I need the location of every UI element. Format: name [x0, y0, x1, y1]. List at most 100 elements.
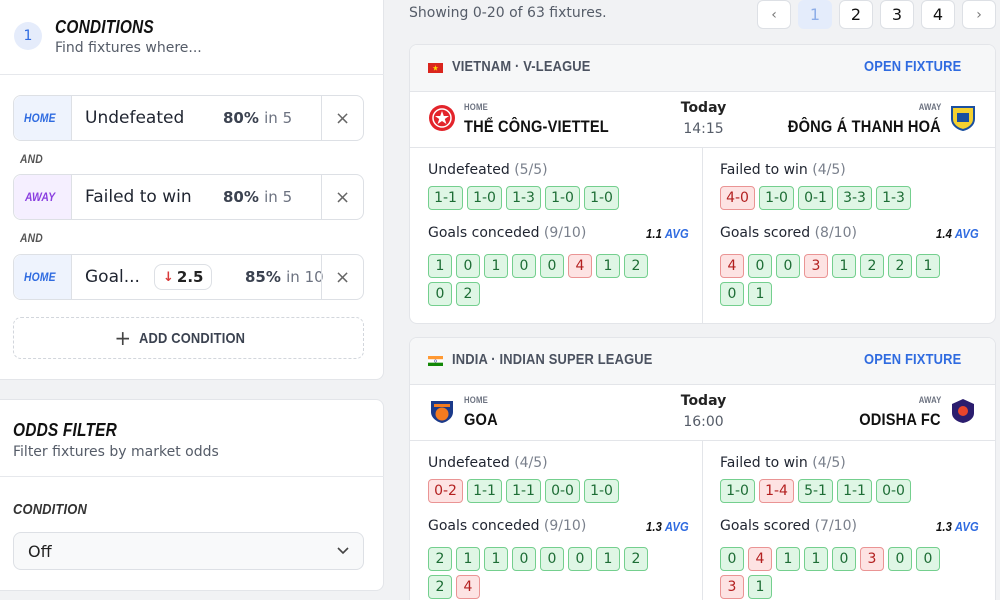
hit-chip: 2 — [624, 254, 648, 278]
fixture-stats: Undefeated (5/5) 1-1 1-0 1-3 1-0 1-0 Goals c… — [410, 148, 995, 323]
match-time: 14:15 — [683, 121, 724, 137]
condition-label: CONDITION — [13, 501, 87, 518]
away-team-name: ODISHA FC — [859, 410, 941, 429]
hit-chip: 1-1 — [467, 479, 502, 503]
odds-title: ODDS FILTER — [13, 420, 117, 440]
away-team-name: ĐÔNG Á THANH HOÁ — [787, 117, 941, 136]
open-fixture-link[interactable]: OPEN FIXTURE — [863, 351, 962, 368]
open-fixture-link[interactable]: OPEN FIXTURE — [863, 58, 962, 75]
hit-chip: 1-0 — [467, 186, 502, 210]
match-time: 16:00 — [683, 414, 724, 430]
hit-chip: 2 — [888, 254, 912, 278]
stat-label: Goals conceded (9/10) — [428, 225, 587, 241]
hit-chip: 1 — [832, 254, 856, 278]
condition-percent: 85% in 10 — [245, 268, 324, 286]
hit-chip: 0-0 — [545, 479, 580, 503]
home-team-name: GOA — [464, 410, 498, 429]
hit-chip: 1-1 — [428, 186, 463, 210]
hit-chip: 1 — [456, 547, 480, 571]
add-condition-button[interactable]: + ADD CONDITION — [13, 317, 364, 359]
result-chips: 4-0 1-0 0-1 3-3 1-3 — [720, 186, 911, 210]
match-day: Today — [680, 100, 727, 116]
league-name: VIETNAM · V-LEAGUE — [452, 58, 591, 75]
league-name: INDIA · INDIAN SUPER LEAGUE — [452, 351, 653, 368]
result-chips: 1-1 1-0 1-3 1-0 1-0 — [428, 186, 619, 210]
hit-chip: 0 — [776, 254, 800, 278]
hit-chip: 1 — [748, 575, 772, 599]
hit-chip: 1 — [916, 254, 940, 278]
step-badge: 1 — [14, 22, 42, 50]
vietnam-flag-icon — [428, 63, 443, 73]
home-label: HOME — [464, 102, 488, 112]
miss-chip: 3 — [804, 254, 828, 278]
average-value: 1.3 AVG — [646, 519, 689, 534]
match-row[interactable]: HOME GOA Today 16:00 AWAY ODISHA FC — [410, 385, 995, 441]
hit-chip: 1-1 — [506, 479, 541, 503]
hit-chip: 1 — [428, 254, 452, 278]
hit-chip: 1 — [484, 547, 508, 571]
odds-filter-panel: ODDS FILTER Filter fixtures by market od… — [0, 399, 384, 591]
divider — [0, 476, 384, 477]
hit-chip: 0 — [720, 282, 744, 306]
condition-row[interactable]: HOME Undefeated 80% in 5 × — [13, 95, 364, 141]
conditions-subtitle: Find fixtures where... — [55, 40, 202, 56]
close-icon: × — [334, 186, 351, 208]
miss-chip: 0-2 — [428, 479, 463, 503]
hit-chip: 1 — [596, 547, 620, 571]
result-chips: 1-0 1-4 5-1 1-1 0-0 — [720, 479, 911, 503]
hit-chip: 0 — [428, 282, 452, 306]
page-button-4[interactable]: 4 — [921, 0, 955, 29]
remove-condition-button[interactable]: × — [321, 175, 363, 219]
plus-icon: + — [114, 326, 132, 350]
fixture-card: INDIA · INDIAN SUPER LEAGUE OPEN FIXTURE… — [409, 337, 996, 600]
divider — [0, 74, 384, 75]
prev-page-button[interactable]: ‹ — [757, 0, 791, 29]
hit-chip: 0-1 — [798, 186, 833, 210]
hit-chip: 1 — [776, 547, 800, 571]
hit-chip: 1-3 — [506, 186, 541, 210]
page-button-2[interactable]: 2 — [839, 0, 873, 29]
odds-subtitle: Filter fixtures by market odds — [13, 444, 219, 460]
hit-chip: 0 — [888, 547, 912, 571]
hit-chip: 1 — [804, 547, 828, 571]
hit-chip: 1-3 — [876, 186, 911, 210]
condition-percent: 80% in 5 — [223, 188, 293, 206]
stat-label: Undefeated (4/5) — [428, 455, 548, 471]
next-page-button[interactable]: › — [962, 0, 996, 29]
hit-chip: 0 — [456, 254, 480, 278]
stat-label: Goals scored (8/10) — [720, 225, 857, 241]
hit-chip: 1 — [484, 254, 508, 278]
side-tag: AWAY — [14, 175, 72, 219]
home-team-name: THỂ CÔNG-VIETTEL — [464, 117, 609, 136]
side-tag: HOME — [14, 255, 72, 299]
fixture-header: INDIA · INDIAN SUPER LEAGUE OPEN FIXTURE — [410, 338, 995, 385]
hit-chip: 2 — [624, 547, 648, 571]
miss-chip: 1-4 — [759, 479, 794, 503]
hit-chip: 1-0 — [759, 186, 794, 210]
average-value: 1.1 AVG — [646, 226, 689, 241]
stat-label: Failed to win (4/5) — [720, 162, 846, 178]
hit-chip: 0 — [512, 254, 536, 278]
condition-row[interactable]: AWAY Failed to win 80% in 5 × — [13, 174, 364, 220]
remove-condition-button[interactable]: × — [321, 96, 363, 140]
page-button-3[interactable]: 3 — [880, 0, 914, 29]
hit-chip: 0 — [720, 547, 744, 571]
hit-chip: 1 — [748, 282, 772, 306]
hit-chip: 1-1 — [837, 479, 872, 503]
conditions-title: CONDITIONS — [55, 17, 154, 37]
odds-condition-select[interactable]: Off — [13, 532, 364, 570]
page-button-1[interactable]: 1 — [798, 0, 832, 29]
miss-chip: 4 — [720, 254, 744, 278]
match-row[interactable]: HOME THỂ CÔNG-VIETTEL Today 14:15 AWAY Đ… — [410, 92, 995, 148]
and-label: AND — [20, 231, 43, 245]
hit-chip: 1-0 — [584, 186, 619, 210]
stat-label: Failed to win (4/5) — [720, 455, 846, 471]
remove-condition-button[interactable]: × — [321, 255, 363, 299]
hit-chip: 0 — [568, 547, 592, 571]
result-chips: 0-2 1-1 1-1 0-0 1-0 — [428, 479, 619, 503]
miss-chip: 3 — [860, 547, 884, 571]
home-team-logo-icon — [431, 401, 453, 423]
condition-row[interactable]: HOME Goal... ↓ 2.5 85% in 10 × — [13, 254, 364, 300]
miss-chip: 4 — [748, 547, 772, 571]
